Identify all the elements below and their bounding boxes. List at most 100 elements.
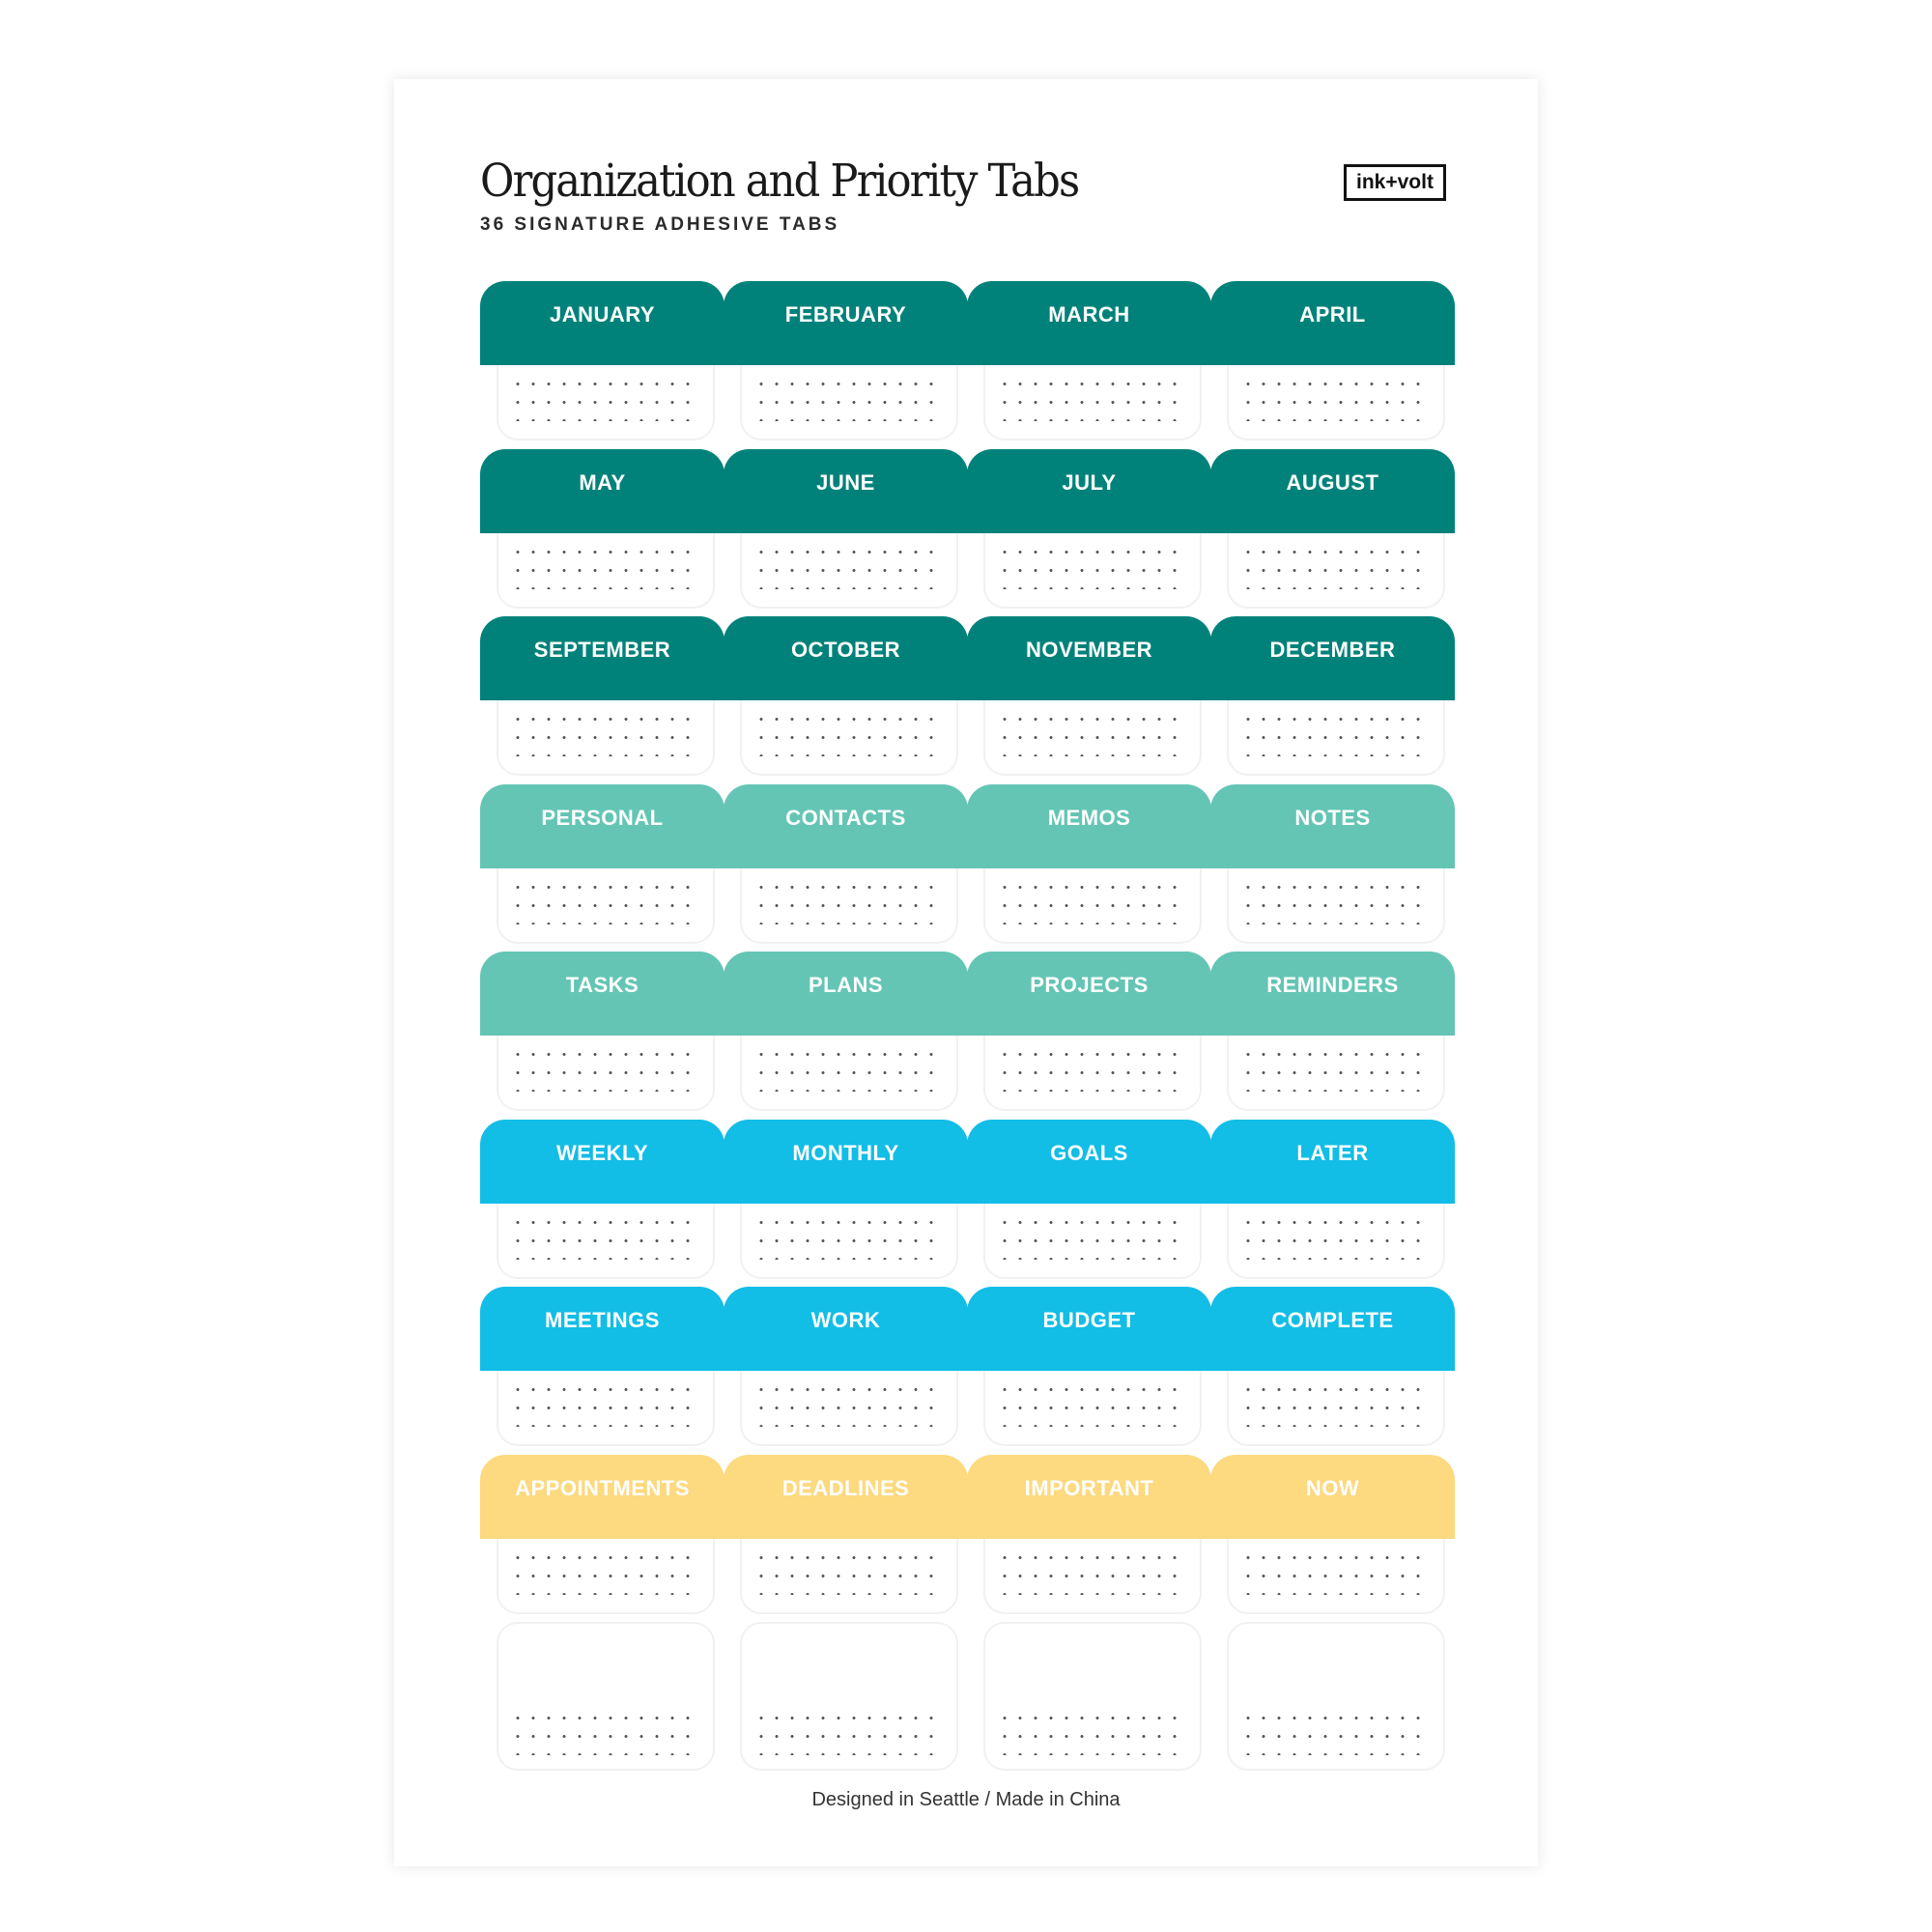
dot-grid	[753, 877, 945, 924]
tab-sticker: APRIL	[1210, 281, 1455, 365]
dot-grid	[1240, 1045, 1432, 1092]
dotted-writing-area	[983, 700, 1202, 776]
dot-grid	[1240, 1380, 1432, 1427]
tab-row: APPOINTMENTS DEADLINES IMPORTANT NOW	[480, 1454, 1455, 1623]
blank-tab	[497, 1622, 715, 1771]
blank-tab-row	[480, 1622, 1453, 1790]
dotted-writing-area	[983, 1036, 1202, 1111]
dot-grid	[753, 542, 945, 589]
dotted-writing-area	[497, 1371, 715, 1446]
dot-grid	[1240, 1548, 1432, 1595]
dot-grid	[510, 1045, 701, 1092]
dot-grid	[753, 710, 945, 756]
dot-grid	[997, 877, 1188, 924]
tab-row: JANUARY FEBRUARY MARCH APRIL	[480, 281, 1455, 449]
dotted-writing-area	[1227, 1203, 1445, 1279]
dot-grid	[1240, 877, 1432, 924]
dot-grid	[997, 1212, 1188, 1260]
dot-grid	[997, 375, 1188, 421]
dotted-writing-area	[740, 365, 958, 440]
dotted-writing-area	[740, 532, 958, 609]
tab-row: TASKS PLANS PROJECTS REMINDERS	[480, 952, 1455, 1120]
dotted-writing-area	[983, 365, 1202, 440]
tab-sticker: APPOINTMENTS	[480, 1454, 724, 1539]
dot-grid	[510, 542, 701, 589]
tab-sticker: OCTOBER	[724, 616, 968, 700]
dot-grid	[510, 710, 701, 756]
dotted-writing-area	[497, 365, 715, 440]
tab-sticker: PERSONAL	[480, 783, 724, 868]
dotted-writing-area	[1227, 1036, 1445, 1111]
tab-sticker: MAY	[480, 448, 724, 533]
dotted-writing-area	[740, 1371, 958, 1446]
tab-sticker: GOALS	[967, 1119, 1211, 1204]
dot-grid	[1240, 710, 1432, 756]
dot-grid	[510, 1212, 701, 1260]
dotted-writing-area	[1227, 700, 1445, 776]
tab-sticker: MEETINGS	[480, 1287, 724, 1371]
page-subtitle: 36 SIGNATURE ADHESIVE TABS	[480, 214, 840, 235]
brand-logo: ink+volt	[1344, 164, 1446, 201]
tab-sticker: BUDGET	[967, 1287, 1211, 1371]
dotted-writing-area	[983, 532, 1202, 609]
dotted-writing-area	[1227, 1538, 1445, 1614]
dot-grid	[753, 1212, 945, 1260]
tab-sticker: JUNE	[724, 448, 968, 533]
blank-tab	[1227, 1622, 1445, 1771]
tab-sticker: WEEKLY	[480, 1119, 724, 1204]
dot-grid	[753, 1709, 945, 1755]
dotted-writing-area	[497, 867, 715, 944]
dot-grid	[1240, 375, 1432, 421]
tab-sticker: WORK	[724, 1287, 968, 1371]
dotted-writing-area	[1227, 867, 1445, 944]
tab-sticker: NOW	[1210, 1454, 1455, 1539]
tab-sticker: NOTES	[1210, 783, 1455, 868]
dotted-writing-area	[740, 1036, 958, 1111]
dot-grid	[997, 542, 1188, 589]
dotted-writing-area	[497, 1203, 715, 1279]
dotted-writing-area	[497, 700, 715, 776]
tab-sticker: TASKS	[480, 952, 724, 1036]
blank-tab	[740, 1622, 958, 1771]
footer-text: Designed in Seattle / Made in China	[811, 1789, 1121, 1810]
tab-sticker: PLANS	[724, 952, 968, 1036]
tab-sticker: IMPORTANT	[967, 1454, 1211, 1539]
dotted-writing-area	[740, 867, 958, 944]
dotted-writing-area	[740, 700, 958, 776]
tab-sticker: NOVEMBER	[967, 616, 1211, 700]
dot-grid	[753, 375, 945, 421]
tab-sticker: MARCH	[967, 281, 1211, 365]
dotted-writing-area	[983, 1538, 1202, 1614]
tab-sticker: CONTACTS	[724, 783, 968, 868]
dotted-writing-area	[1227, 365, 1445, 440]
tab-sticker: DEADLINES	[724, 1454, 968, 1539]
dotted-writing-area	[497, 1538, 715, 1614]
sticker-sheet: Organization and Priority Tabs 36 SIGNAT…	[394, 79, 1538, 1866]
dot-grid	[510, 1548, 701, 1595]
dotted-writing-area	[1227, 1371, 1445, 1446]
dot-grid	[997, 1045, 1188, 1092]
dot-grid	[997, 1548, 1188, 1595]
page-title: Organization and Priority Tabs	[480, 155, 1080, 208]
dot-grid	[1240, 1212, 1432, 1260]
tab-row: WEEKLY MONTHLY GOALS LATER	[480, 1119, 1455, 1288]
dot-grid	[753, 1548, 945, 1595]
dot-grid	[997, 710, 1188, 756]
tab-sticker: JULY	[967, 448, 1211, 533]
tab-sticker: MONTHLY	[724, 1119, 968, 1204]
dot-grid	[510, 877, 701, 924]
dotted-writing-area	[740, 1538, 958, 1614]
tab-sticker: JANUARY	[480, 281, 724, 365]
tab-sticker: PROJECTS	[967, 952, 1211, 1036]
dotted-writing-area	[983, 1203, 1202, 1279]
tab-row: PERSONAL CONTACTS MEMOS NOTES	[480, 783, 1455, 952]
tab-sticker: MEMOS	[967, 783, 1211, 868]
tab-row: SEPTEMBER OCTOBER NOVEMBER DECEMBER	[480, 616, 1455, 784]
tab-sticker: FEBRUARY	[724, 281, 968, 365]
dot-grid	[753, 1380, 945, 1427]
dotted-writing-area	[497, 1036, 715, 1111]
dotted-writing-area	[983, 867, 1202, 944]
dot-grid	[510, 1380, 701, 1427]
tab-row: MEETINGS WORK BUDGET COMPLETE	[480, 1287, 1455, 1455]
blank-tab	[983, 1622, 1202, 1771]
